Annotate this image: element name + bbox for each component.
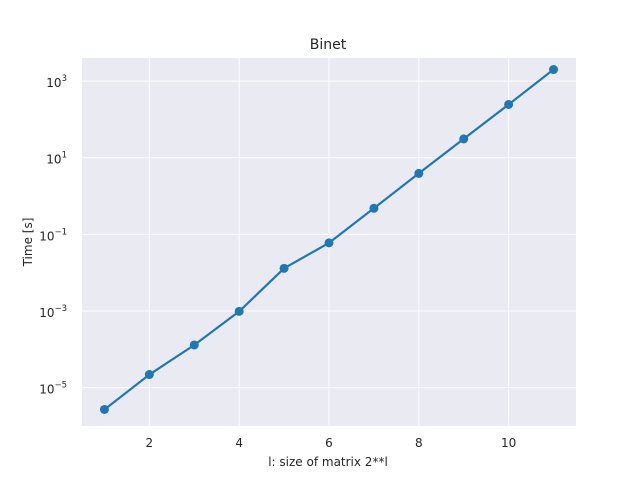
y-tick-label: 10−3 bbox=[39, 304, 67, 320]
y-axis-label: Time [s] bbox=[21, 218, 35, 268]
x-axis-label: l: size of matrix 2**l bbox=[268, 455, 388, 469]
data-point bbox=[144, 370, 154, 380]
data-point bbox=[234, 306, 244, 316]
y-tick-labels: 10−5 10−3 10−1 101 103 bbox=[39, 74, 67, 397]
series-layer bbox=[99, 65, 559, 414]
y-tick-label: 10−1 bbox=[39, 227, 67, 243]
x-tick-label: 4 bbox=[235, 436, 243, 450]
data-point bbox=[369, 203, 379, 213]
data-point bbox=[279, 263, 289, 273]
data-point bbox=[324, 238, 334, 248]
y-tick-label: 10−5 bbox=[39, 381, 67, 397]
chart-title: Binet bbox=[310, 37, 347, 53]
data-point bbox=[549, 65, 559, 75]
data-point bbox=[459, 134, 469, 144]
x-tick-label: 6 bbox=[325, 436, 333, 450]
x-tick-label: 2 bbox=[146, 436, 154, 450]
grid-lines bbox=[82, 58, 576, 426]
y-tick-label: 103 bbox=[46, 74, 67, 90]
data-point bbox=[414, 168, 424, 178]
y-tick-label: 101 bbox=[46, 151, 67, 167]
x-tick-label: 10 bbox=[501, 436, 516, 450]
data-point bbox=[504, 99, 514, 109]
data-point bbox=[99, 404, 109, 414]
data-point bbox=[189, 340, 199, 350]
x-tick-labels: 2 4 6 8 10 bbox=[146, 436, 517, 450]
x-tick-label: 8 bbox=[415, 436, 423, 450]
